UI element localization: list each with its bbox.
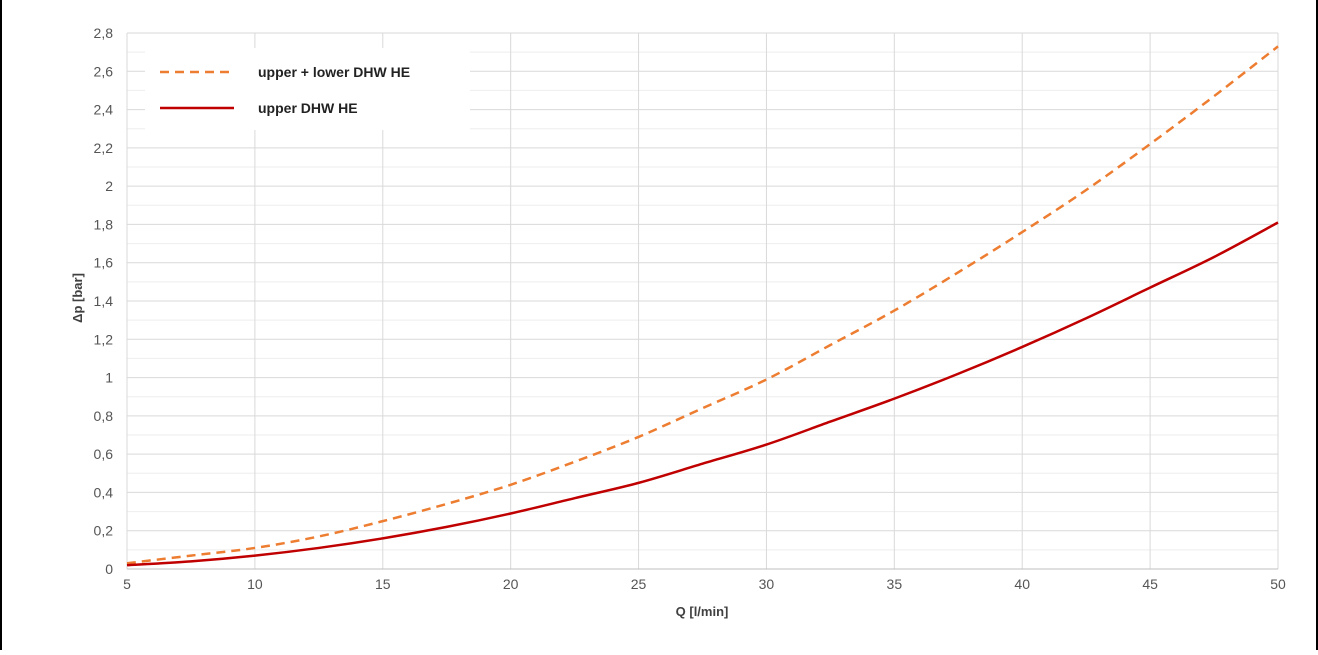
x-tick-label: 20 xyxy=(503,576,519,592)
x-tick-label: 15 xyxy=(375,576,391,592)
y-tick-label: 1,4 xyxy=(94,293,114,309)
x-tick-label: 30 xyxy=(759,576,775,592)
x-tick-label: 45 xyxy=(1142,576,1158,592)
legend: upper + lower DHW HE upper DHW HE xyxy=(145,48,470,130)
x-tick-label: 35 xyxy=(887,576,903,592)
x-tick-label: 40 xyxy=(1014,576,1030,592)
y-tick-label: 2,4 xyxy=(94,102,114,118)
y-tick-label: 2,6 xyxy=(94,63,114,79)
x-tick-label: 5 xyxy=(123,576,131,592)
y-tick-label: 0 xyxy=(105,561,113,577)
y-tick-label: 1,2 xyxy=(94,331,114,347)
x-tick-label: 25 xyxy=(631,576,647,592)
legend-box xyxy=(145,48,470,130)
y-tick-label: 0,2 xyxy=(94,523,114,539)
y-tick-label: 1 xyxy=(105,370,113,386)
x-tick-label: 50 xyxy=(1270,576,1286,592)
y-tick-label: 2,8 xyxy=(94,25,114,41)
y-tick-label: 1,8 xyxy=(94,216,114,232)
series-line-1 xyxy=(126,221,1279,567)
y-tick-label: 1,6 xyxy=(94,255,114,271)
y-tick-label: 0,4 xyxy=(94,484,114,500)
y-tick-label: 0,6 xyxy=(94,446,114,462)
x-tick-label: 10 xyxy=(247,576,263,592)
x-axis-title: Q [l/min] xyxy=(676,604,729,619)
grid xyxy=(126,32,1279,570)
axes: 0 0,2 0,4 0,6 0,8 1 1,2 1,4 1,6 1,8 2 2,2 2,4 2,6 2,8 5… xyxy=(94,25,1286,592)
y-tick-label: 0,8 xyxy=(94,408,114,424)
y-tick-label: 2,2 xyxy=(94,140,114,156)
legend-label-0: upper + lower DHW HE xyxy=(258,64,410,80)
y-axis-title: Δp [bar] xyxy=(70,273,85,323)
series xyxy=(126,45,1279,567)
series-line-0 xyxy=(126,45,1279,565)
y-tick-label: 2 xyxy=(105,178,113,194)
legend-label-1: upper DHW HE xyxy=(258,100,358,116)
